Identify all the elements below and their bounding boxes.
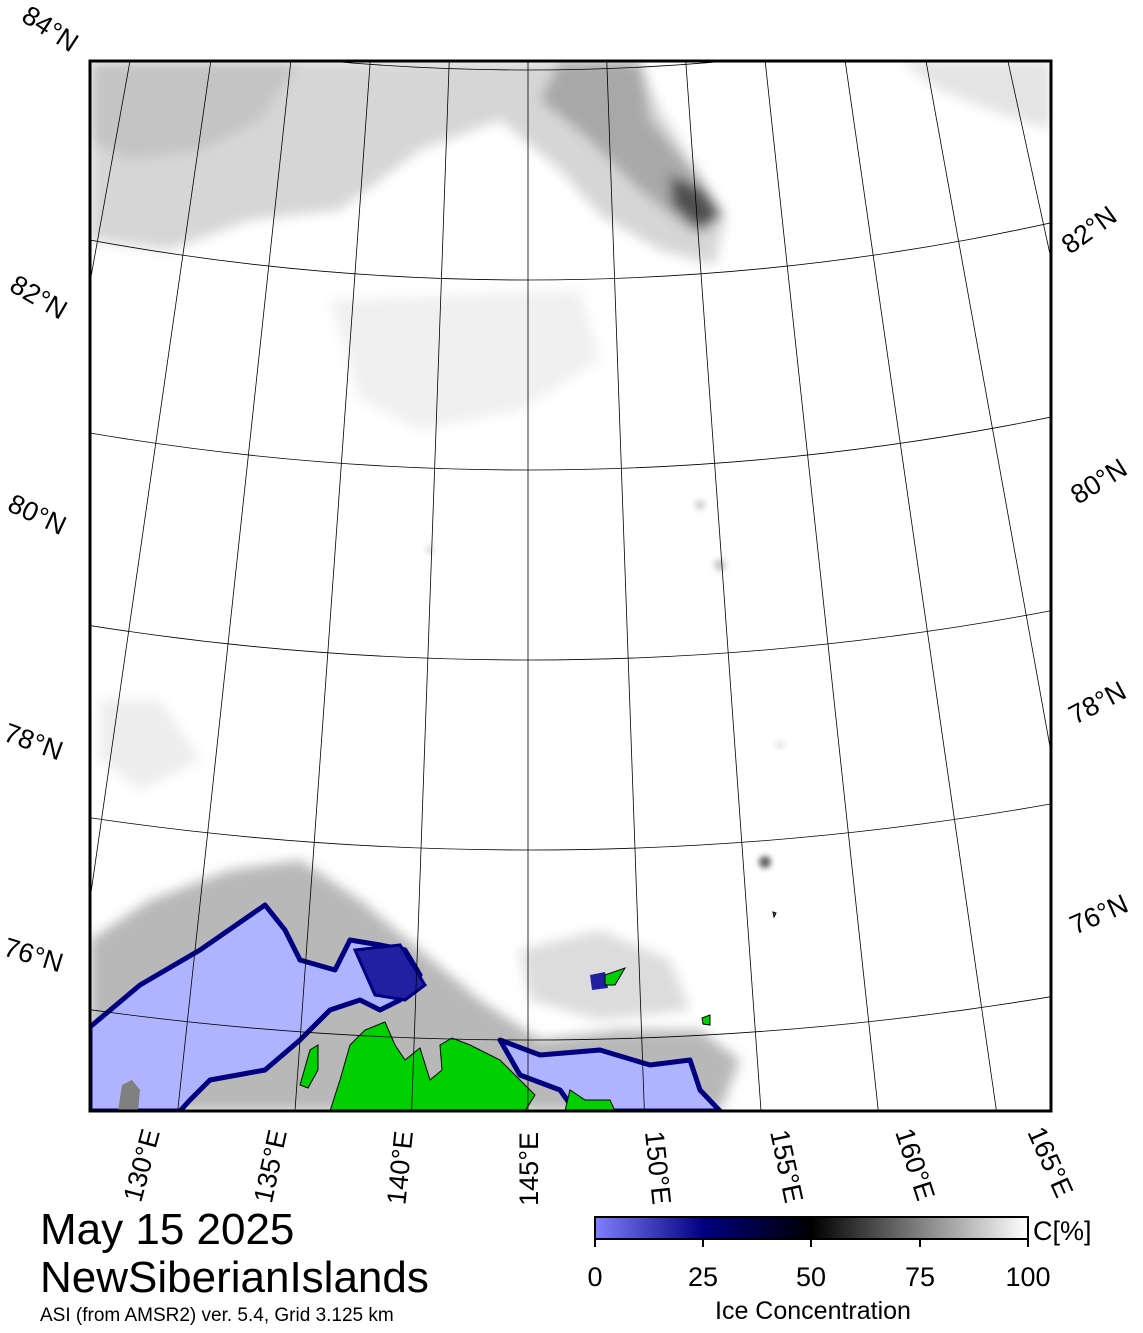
meridian-line [411, 61, 450, 1111]
lat-label: 76°N [0, 932, 66, 978]
meridian-line [925, 61, 1051, 755]
lon-label: 130°E [118, 1126, 166, 1205]
lat-label: 82°N [5, 269, 72, 325]
lon-label: 135°E [248, 1127, 293, 1205]
lat-label: 82°N [1056, 200, 1122, 260]
colorbar: 0 25 50 75 100 Ice Concentration C[%] [587, 1216, 1092, 1325]
longitude-labels: 130°E 135°E 140°E 145°E 150°E 155°E 160°… [118, 1122, 1079, 1206]
lon-label: 155°E [764, 1127, 809, 1205]
meridian-line [764, 61, 879, 1111]
colorbar-unit: C[%] [1033, 1216, 1092, 1246]
map-date: May 15 2025 [40, 1205, 295, 1254]
data-source: ASI (from AMSR2) ver. 5.4, Grid 3.125 km [40, 1305, 394, 1326]
meridian-line [0, 0, 70, 1084]
colorbar-gradient [594, 1216, 1029, 1240]
lat-label: 80°N [3, 488, 70, 541]
meridian-line [844, 61, 997, 1111]
colorbar-title: Ice Concentration [715, 1297, 911, 1325]
meridian-line [685, 61, 762, 1111]
colorbar-ticks [594, 1239, 1029, 1247]
low-concentration-ice-east [497, 1037, 723, 1111]
meridian-line [606, 61, 645, 1111]
lat-label: 84°N [17, 0, 84, 58]
lon-label: 165°E [1022, 1122, 1079, 1202]
lon-label: 150°E [639, 1129, 677, 1206]
land-new-siberian-islands [299, 911, 777, 1111]
ice-edge-patch-2 [590, 972, 608, 990]
latitude-labels-left: 84°N 82°N 80°N 78°N 76°N [0, 0, 84, 978]
meridian-line [1007, 61, 1051, 261]
colorbar-tick-label: 25 [688, 1262, 718, 1292]
region-name: NewSiberianIslands [40, 1253, 429, 1302]
latitude-labels-right: 82°N 80°N 78°N 76°N [1056, 200, 1133, 940]
lat-label: 80°N [1065, 453, 1132, 510]
colorbar-tick-label: 75 [905, 1262, 935, 1292]
colorbar-tick-label: 100 [1005, 1262, 1050, 1292]
lon-label: 160°E [889, 1125, 940, 1205]
colorbar-tick-label: 50 [796, 1262, 826, 1292]
lat-label: 76°N [1065, 889, 1132, 941]
meridian-line [90, 61, 212, 903]
meridian-line [177, 61, 292, 1111]
lon-label: 145°E [514, 1132, 544, 1206]
graticule [0, 0, 1143, 1111]
lat-label: 78°N [0, 717, 67, 766]
meridian-line [90, 61, 131, 285]
meridian-line [1135, 0, 1143, 1026]
lat-label: 78°N [1064, 675, 1131, 730]
pack-ice-shading [90, 61, 1051, 430]
map-panel [0, 0, 1143, 1111]
lon-label: 140°E [381, 1129, 419, 1206]
meridian-line [294, 61, 371, 1111]
colorbar-tick-label: 0 [587, 1262, 602, 1292]
land-grey-patch [118, 1080, 140, 1111]
ice-edge-patch [352, 943, 428, 1002]
map-frame [88, 59, 1053, 1113]
